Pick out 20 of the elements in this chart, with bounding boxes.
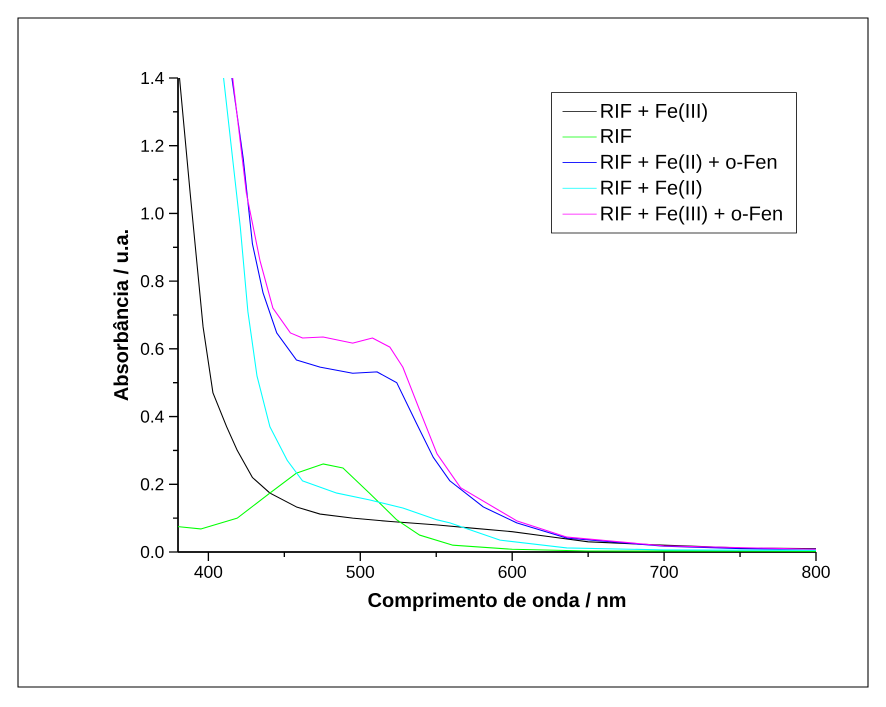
x-tick-label: 600 [498, 566, 526, 578]
legend-label: RIF + Fe(III) + o-Fen [601, 206, 782, 224]
x-axis-title: Comprimento de onda / nm [368, 592, 626, 612]
x-tick-label: 700 [650, 566, 678, 578]
y-tick-label: 1.4 [142, 72, 164, 84]
y-axis-title: Absorbância / u.a. [113, 230, 128, 401]
legend-label: RIF [601, 129, 632, 143]
y-tick-label: 1.2 [142, 140, 164, 152]
y-tick-label: 0.8 [140, 274, 164, 288]
x-tick-label: 800 [802, 566, 830, 578]
legend-label: RIF + Fe(III) [601, 103, 707, 122]
x-tick-label: 500 [346, 566, 374, 578]
y-tick-label: 0.2 [140, 478, 164, 490]
x-tick-label: 400 [194, 566, 222, 578]
y-tick-label: 0.0 [140, 546, 164, 558]
y-tick-label: 1.0 [142, 207, 164, 220]
y-tick-label: 0.6 [140, 342, 164, 355]
legend-label: RIF + Fe(II) [601, 180, 702, 199]
legend-label: RIF + Fe(II) + o-Fen [601, 154, 776, 173]
y-tick-label: 0.4 [140, 410, 164, 423]
